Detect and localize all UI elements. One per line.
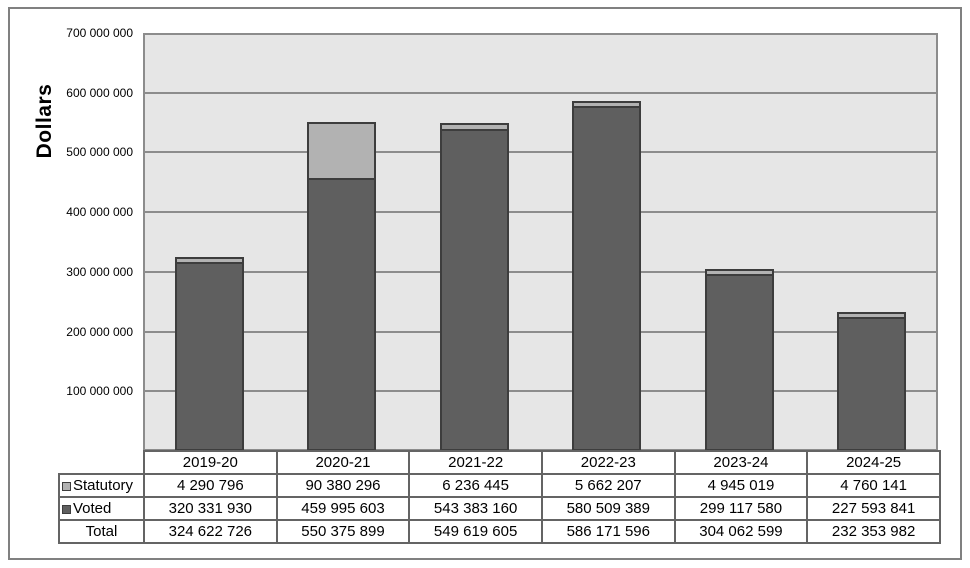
table-header-row: 2019-20 2020-21 2021-22 2022-23 2023-24 2024-… [59,450,941,475]
bar-segment-statutory-2021-22 [441,124,507,131]
figure-border [8,7,962,560]
statutory-value-2020-21: 90 380 296 [275,473,411,498]
bar-2023-24 [704,269,774,451]
voted-value-2022-23: 580 509 389 [540,496,676,521]
statutory-value-2022-23: 5 662 207 [540,473,676,498]
statutory-value-2023-24: 4 945 019 [673,473,809,498]
bar-segment-statutory-2022-23 [574,102,640,109]
voted-value-2024-25: 227 593 841 [806,496,941,521]
table-row-statutory: Statutory 4 290 796 90 380 296 6 236 445 5 6… [58,473,941,498]
statutory-legend-swatch-icon [62,482,71,491]
statutory-value-2024-25: 4 760 141 [806,473,941,498]
total-value-2024-25: 232 353 982 [806,519,941,544]
category-header-2024-25: 2024-25 [806,450,941,475]
voted-value-2019-20: 320 331 930 [143,496,278,521]
series-label-statutory: Statutory [58,473,145,498]
table-row-total: Total 324 622 726 550 375 899 549 619 605 58… [58,519,941,544]
gridline [143,330,938,333]
total-value-2020-21: 550 375 899 [275,519,411,544]
y-tick-label: 500 000 000 [66,145,133,160]
table-body: 2019-20 2020-21 2021-22 2022-23 2023-24 2024-… [58,450,941,544]
plot-area [143,33,938,451]
total-value-2022-23: 586 171 596 [540,519,676,544]
bar-segment-statutory-2020-21 [309,124,375,181]
gridline [143,91,938,94]
series-label-voted: Voted [58,496,145,521]
voted-value-2020-21: 459 995 603 [275,496,411,521]
category-header-2022-23: 2022-23 [540,450,676,475]
y-tick-label: 700 000 000 [66,26,133,40]
bar-2020-21 [307,122,377,451]
bar-2021-22 [439,122,509,451]
y-tick-label: 100 000 000 [66,384,133,399]
total-label: Total [58,519,145,544]
total-value-2021-22: 549 619 605 [408,519,543,544]
category-header-2023-24: 2023-24 [673,450,809,475]
y-tick-label: 400 000 000 [66,205,133,220]
y-tick-label: 600 000 000 [66,85,133,100]
category-header-2020-21: 2020-21 [275,450,411,475]
voted-legend-swatch-icon [62,505,71,514]
gridline [143,151,938,154]
bar-segment-statutory-2024-25 [839,314,905,320]
total-value-2019-20: 324 622 726 [143,519,278,544]
category-header-2021-22: 2021-22 [408,450,543,475]
statutory-value-2019-20: 4 290 796 [143,473,278,498]
bar-segment-statutory-2019-20 [176,259,242,264]
bar-2024-25 [837,312,907,451]
statutory-value-2021-22: 6 236 445 [408,473,543,498]
total-value-2023-24: 304 062 599 [673,519,809,544]
voted-value-2023-24: 299 117 580 [673,496,809,521]
series-name-voted: Voted [73,500,112,517]
gridline [143,211,938,214]
category-header-2019-20: 2019-20 [143,450,278,475]
bar-2019-20 [174,257,244,451]
y-tick-label: 200 000 000 [66,324,133,339]
table-corner-cell [59,451,144,474]
voted-value-2021-22: 543 383 160 [408,496,543,521]
data-table: 2019-20 2020-21 2021-22 2022-23 2023-24 2024-… [58,450,941,544]
bar-2022-23 [572,100,642,451]
gridline [143,270,938,273]
gridline [143,390,938,393]
y-axis-title: Dollars [33,83,56,159]
table-row-voted: Voted 320 331 930 459 995 603 543 383 160 58… [58,496,941,521]
series-name-statutory: Statutory [73,477,134,494]
bar-segment-statutory-2023-24 [706,271,772,277]
y-tick-label: 300 000 000 [66,264,133,279]
